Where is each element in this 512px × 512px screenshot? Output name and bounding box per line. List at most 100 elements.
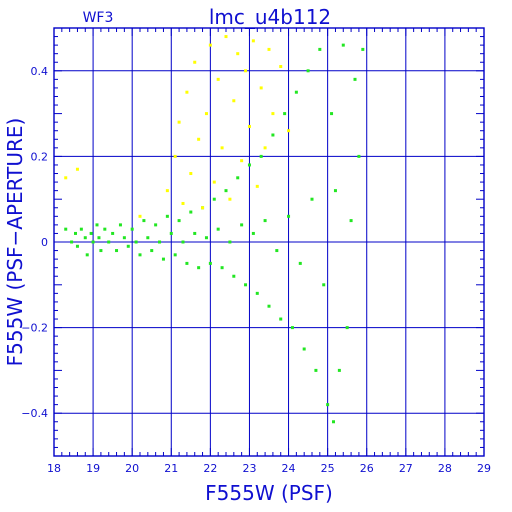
scatter-point [70, 240, 74, 244]
scatter-point [333, 189, 337, 193]
scatter-point [279, 65, 283, 69]
scatter-point [263, 146, 267, 150]
scatter-point [212, 180, 216, 184]
scatter-point [97, 236, 101, 240]
scatter-point [232, 274, 236, 278]
scatter-point [341, 43, 345, 47]
scatter-point [169, 231, 173, 235]
scatter-point [185, 261, 189, 265]
y-axis-label: F555W (PSF−APERTURE) [3, 118, 27, 367]
scatter-point [326, 403, 330, 407]
points-layer [64, 35, 365, 424]
scatter-point [85, 253, 89, 257]
scatter-point [177, 219, 181, 223]
scatter-point [251, 231, 255, 235]
scatter-point [177, 120, 181, 124]
scatter-point [228, 197, 232, 201]
scatter-point [259, 86, 263, 90]
scatter-point [181, 201, 185, 205]
scatter-point [244, 69, 248, 73]
scatter-point [220, 266, 224, 270]
scatter-point [107, 240, 111, 244]
x-tick-label: 20 [125, 462, 139, 475]
y-tick-label: −0.2 [21, 322, 48, 335]
scatter-point [271, 133, 275, 137]
scatter-point [332, 420, 335, 424]
y-tick-label: 0 [41, 236, 48, 249]
scatter-point [306, 69, 310, 73]
scatter-point [361, 47, 365, 51]
scatter-point [138, 253, 142, 257]
chart-title: lmc_u4b112 [209, 5, 331, 29]
scatter-point [173, 253, 177, 257]
scatter-point [255, 291, 259, 295]
scatter-point [111, 231, 115, 235]
y-tick-label: −0.4 [21, 407, 48, 420]
scatter-point [224, 35, 228, 39]
scatter-point [216, 227, 220, 231]
scatter-point [64, 227, 68, 231]
scatter-point [267, 304, 271, 308]
scatter-point [259, 154, 263, 158]
scatter-point [220, 146, 224, 150]
scatter-point [95, 223, 99, 227]
scatter-point [236, 176, 240, 180]
scatter-point [212, 197, 216, 201]
scatter-point [118, 223, 122, 227]
scatter-point [89, 231, 93, 235]
scatter-point [75, 167, 79, 171]
x-tick-label: 23 [242, 462, 256, 475]
scatter-point [208, 43, 212, 47]
scatter-point [193, 231, 197, 235]
scatter-point [161, 257, 165, 261]
scatter-point [193, 60, 197, 64]
grid-layer [54, 28, 484, 456]
scatter-point [126, 244, 130, 248]
x-tick-label: 28 [438, 462, 452, 475]
scatter-point [275, 249, 279, 253]
scatter-point [173, 154, 177, 158]
x-axis-label: F555W (PSF) [205, 481, 333, 505]
scatter-point [240, 223, 244, 227]
scatter-point [244, 283, 248, 287]
scatter-point [263, 219, 267, 223]
scatter-point [201, 206, 205, 210]
scatter-point [83, 236, 87, 240]
scatter-point [330, 112, 334, 116]
x-tick-label: 26 [360, 462, 374, 475]
scatter-point [75, 244, 79, 248]
scatter-point [345, 326, 349, 330]
chart-subtitle: WF3 [83, 10, 114, 26]
x-tick-label: 27 [399, 462, 413, 475]
scatter-point [204, 236, 208, 240]
scatter-point [74, 231, 77, 235]
scatter-point [302, 347, 306, 351]
scatter-point [228, 240, 232, 244]
scatter-point [138, 214, 142, 218]
scatter-point [294, 90, 298, 94]
scatter-point [154, 223, 158, 227]
plot-frame [53, 27, 485, 457]
scatter-point [337, 368, 341, 372]
scatter-point [267, 47, 271, 51]
scatter-point [255, 184, 259, 188]
scatter-point [189, 210, 193, 214]
scatter-point [165, 214, 169, 218]
scatter-point [224, 189, 228, 193]
scatter-point [287, 214, 291, 218]
scatter-point [290, 326, 294, 330]
scatter-point [158, 240, 162, 244]
x-tick-label: 29 [477, 462, 491, 475]
scatter-point [216, 77, 220, 81]
x-tick-label: 21 [164, 462, 178, 475]
ticks-layer: 18 19 20 21 22 23 24 25 26 27 28 29 −0.4 −0.2 0 0.2 0.4 [21, 27, 491, 475]
scatter-point [251, 39, 255, 43]
scatter-point [130, 227, 134, 231]
scatter-point [189, 172, 193, 176]
scatter-point [318, 47, 322, 51]
x-tick-label: 19 [86, 462, 100, 475]
y-tick-label: 0.4 [31, 65, 49, 78]
x-tick-label: 24 [282, 462, 296, 475]
y-tick-label: 0.2 [31, 150, 49, 163]
